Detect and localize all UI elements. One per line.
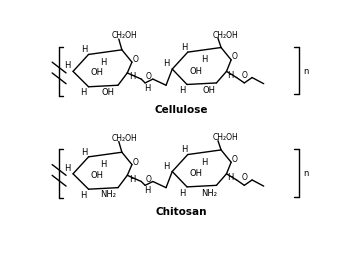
Text: H: H: [163, 59, 169, 68]
Text: OH: OH: [190, 67, 203, 76]
Text: H: H: [144, 84, 151, 93]
Text: H: H: [227, 173, 234, 182]
Text: CH₂OH: CH₂OH: [112, 134, 138, 143]
Text: O: O: [145, 175, 151, 184]
Text: H: H: [163, 162, 169, 171]
Text: n: n: [303, 169, 308, 178]
Text: H: H: [179, 86, 186, 95]
Text: O: O: [241, 71, 247, 80]
Text: O: O: [232, 155, 238, 164]
Text: H: H: [129, 72, 135, 81]
Text: H: H: [80, 89, 86, 98]
Text: CH₂OH: CH₂OH: [213, 133, 239, 142]
Text: H: H: [202, 55, 208, 64]
Text: Cellulose: Cellulose: [155, 105, 208, 115]
Text: O: O: [145, 72, 151, 81]
Text: H: H: [129, 175, 135, 184]
Text: H: H: [64, 61, 70, 70]
Text: Chitosan: Chitosan: [156, 207, 207, 217]
Text: H: H: [100, 58, 106, 67]
Text: O: O: [241, 173, 247, 182]
Text: H: H: [144, 186, 151, 195]
Text: CH₂OH: CH₂OH: [213, 31, 239, 40]
Text: n: n: [303, 67, 308, 76]
Text: O: O: [133, 55, 139, 64]
Text: H: H: [181, 145, 187, 155]
Text: OH: OH: [202, 86, 215, 95]
Text: OH: OH: [102, 88, 114, 97]
Text: O: O: [232, 52, 238, 61]
Text: H: H: [227, 71, 234, 80]
Text: H: H: [181, 43, 187, 52]
Text: OH: OH: [190, 169, 203, 178]
Text: H: H: [80, 191, 86, 200]
Text: H: H: [202, 158, 208, 167]
Text: H: H: [82, 148, 88, 157]
Text: H: H: [64, 164, 70, 173]
Text: OH: OH: [91, 68, 104, 78]
Text: H: H: [100, 160, 106, 169]
Text: H: H: [82, 45, 88, 54]
Text: NH₂: NH₂: [201, 189, 217, 198]
Text: CH₂OH: CH₂OH: [112, 32, 138, 41]
Text: OH: OH: [91, 171, 104, 180]
Text: NH₂: NH₂: [100, 190, 116, 199]
Text: H: H: [179, 189, 186, 198]
Text: O: O: [133, 158, 139, 167]
